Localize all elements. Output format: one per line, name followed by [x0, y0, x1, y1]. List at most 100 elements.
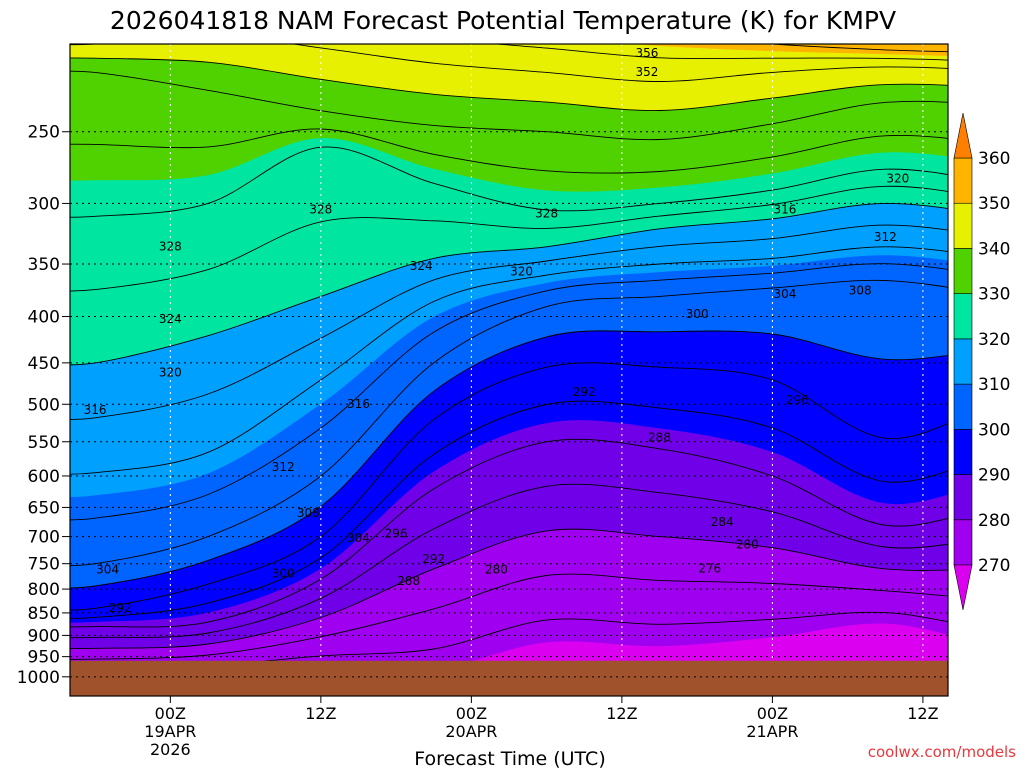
- contour-label-12: 316: [84, 403, 107, 417]
- colorbar-tick-360: 360: [978, 149, 1010, 169]
- contour-label-32: 288: [648, 431, 671, 445]
- contour-label-18: 308: [849, 284, 872, 298]
- colorbar-tick-320: 320: [978, 330, 1010, 350]
- contour-label-8: 324: [410, 259, 433, 273]
- ground-surface: [70, 660, 948, 696]
- contour-label-22: 300: [272, 567, 295, 581]
- isentrope-288: [70, 438, 948, 628]
- colorbar-tick-330: 330: [978, 285, 1010, 305]
- isentrope-280: [70, 528, 948, 650]
- colorbar-arrow-high: [953, 112, 973, 159]
- x-tick-date-0: 19APR: [144, 722, 196, 741]
- contour-label-11: 320: [886, 172, 909, 186]
- grid-lines: [70, 44, 948, 696]
- isentrope-292: [70, 400, 948, 619]
- isentrope-336: [70, 70, 948, 141]
- contour-label-20: 304: [347, 531, 370, 545]
- y-tick-650: 650: [28, 498, 60, 518]
- contour-label-7: 324: [159, 312, 182, 326]
- band-above-340: [70, 44, 948, 111]
- contour-label-14: 316: [773, 202, 796, 216]
- contour-label-17: 308: [297, 506, 320, 520]
- y-tick-700: 700: [28, 528, 60, 548]
- colorbar: 270 280 290 300 310 320 330 340 350 360: [953, 112, 1010, 611]
- contour-label-16: 312: [874, 230, 897, 244]
- colorbar-swatch-280: [953, 474, 973, 521]
- x-axis-label: Forecast Time (UTC): [414, 748, 605, 768]
- contour-label-25: 296: [385, 526, 408, 540]
- isentrope-312: [70, 246, 948, 475]
- x-tick-5: 12Z: [907, 704, 938, 723]
- colorbar-swatch-320: [953, 293, 973, 340]
- contour-label-26: 296: [786, 393, 809, 407]
- x-tick-0: 00Z: [155, 704, 186, 723]
- y-tick-1000: 1000: [17, 668, 60, 688]
- x-tick-2: 00Z: [456, 704, 487, 723]
- colorbar-swatch-290: [953, 429, 973, 475]
- colorbar-arrow-low: [953, 564, 973, 611]
- y-tick-550: 550: [28, 433, 60, 453]
- colorbar-tick-300: 300: [978, 420, 1010, 440]
- y-tick-750: 750: [28, 555, 60, 575]
- contour-label-29: 292: [573, 385, 596, 399]
- y-tick-600: 600: [28, 467, 60, 487]
- contour-label-34: 284: [711, 515, 734, 529]
- colorbar-swatch-340: [953, 202, 973, 249]
- plot-frame: [69, 43, 949, 697]
- colorbar-tick-280: 280: [978, 511, 1010, 531]
- isentrope-316: [70, 224, 948, 420]
- contour-label-21: 304: [773, 287, 796, 301]
- x-tick-1: 12Z: [305, 704, 336, 723]
- isentrope-340: [70, 57, 948, 111]
- isentrope-344: [70, 44, 948, 82]
- y-tick-450: 450: [28, 354, 60, 374]
- colorbar-swatch-270: [953, 519, 973, 566]
- theta-bands: [70, 44, 948, 696]
- y-tick-300: 300: [28, 194, 60, 214]
- credit-text: coolwx.com/models: [868, 743, 1016, 761]
- x-tick-date-2: 20APR: [445, 722, 497, 741]
- isentrope-328: [70, 146, 948, 218]
- y-tick-400: 400: [28, 308, 60, 328]
- contour-label-36: 280: [485, 562, 508, 576]
- contour-label-37: 280: [736, 537, 759, 551]
- contour-label-31: 288: [397, 574, 420, 588]
- isentrope-308: [70, 263, 948, 521]
- colorbar-tick-350: 350: [978, 194, 1010, 214]
- colorbar-swatch-330: [953, 248, 973, 294]
- contour-label-13: 316: [347, 397, 370, 411]
- colorbar-swatch-300: [953, 383, 973, 430]
- isentrope-276: [70, 573, 948, 660]
- contour-label-27: 292: [109, 601, 132, 615]
- y-tick-350: 350: [28, 255, 60, 275]
- isentrope-lines: [70, 44, 948, 671]
- isentrope-284: [70, 483, 948, 639]
- y-tick-800: 800: [28, 580, 60, 600]
- colorbar-swatch-310: [953, 338, 973, 385]
- isentrope-324: [70, 185, 948, 292]
- y-tick-850: 850: [28, 604, 60, 624]
- contour-label-5: 328: [309, 202, 332, 216]
- y-tick-900: 900: [28, 626, 60, 646]
- contour-label-23: 300: [686, 307, 709, 321]
- y-tick-500: 500: [28, 395, 60, 415]
- contour-label-15: 312: [272, 460, 295, 474]
- chart-title: 2026041818 NAM Forecast Potential Temper…: [110, 6, 896, 35]
- contour-label-38: 276: [698, 561, 721, 575]
- band-above-350: [634, 44, 948, 56]
- colorbar-tick-310: 310: [978, 375, 1010, 395]
- contour-label-28: 292: [422, 552, 445, 566]
- x-tick-date-4: 21APR: [746, 722, 798, 741]
- contour-label-0: 356: [636, 46, 659, 60]
- contour-labels: 3563523443363283283283243243203203203163…: [84, 46, 910, 615]
- isentrope-300: [70, 330, 948, 589]
- isentrope-332: [70, 128, 948, 174]
- contour-label-4: 328: [159, 239, 182, 253]
- colorbar-tick-290: 290: [978, 466, 1010, 486]
- isentrope-320: [70, 202, 948, 366]
- contour-label-9: 320: [159, 366, 182, 380]
- y-tick-250: 250: [28, 123, 60, 143]
